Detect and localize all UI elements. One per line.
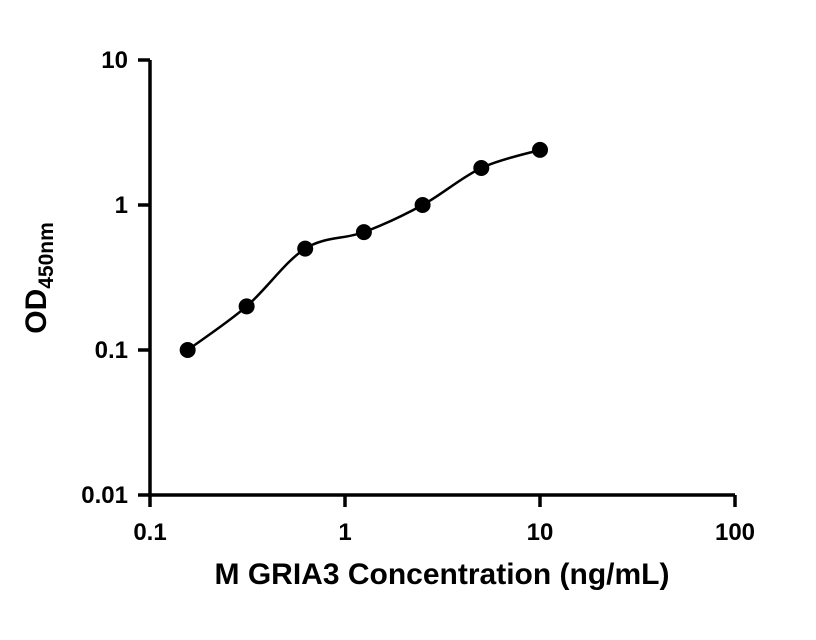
data-point bbox=[297, 240, 314, 257]
axis-lines bbox=[148, 60, 735, 497]
x-tick-label: 10 bbox=[527, 519, 554, 546]
fit-curve bbox=[186, 148, 541, 352]
y-tick-label: 10 bbox=[101, 47, 128, 74]
data-point bbox=[414, 197, 431, 213]
y-tick-label: 0.1 bbox=[95, 337, 128, 364]
x-tick-label: 100 bbox=[715, 519, 755, 546]
y-axis-title: OD450nm bbox=[20, 222, 58, 334]
data-point bbox=[473, 159, 490, 176]
data-point bbox=[238, 298, 255, 315]
y-axis-title-sub: 450nm bbox=[35, 222, 58, 289]
plot-area bbox=[179, 141, 548, 358]
data-point bbox=[355, 224, 372, 241]
y-tick-label: 0.01 bbox=[81, 482, 128, 509]
x-tick-label: 0.1 bbox=[133, 519, 166, 546]
x-tick-label: 1 bbox=[338, 519, 351, 546]
y-axis-title-main: OD bbox=[20, 289, 53, 334]
data-point bbox=[532, 141, 548, 158]
data-point bbox=[179, 342, 196, 358]
x-axis-title: M GRIA3 Concentration (ng/mL) bbox=[215, 558, 670, 591]
y-tick-label: 1 bbox=[115, 192, 128, 219]
